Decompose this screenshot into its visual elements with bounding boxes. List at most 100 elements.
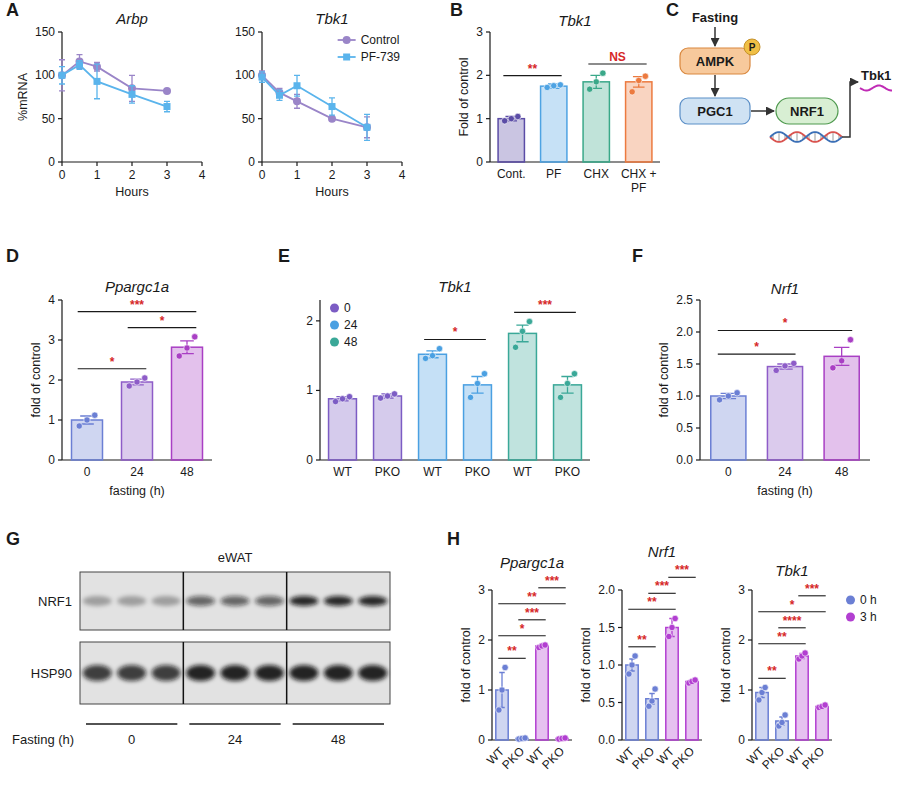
bar bbox=[666, 628, 678, 741]
band bbox=[152, 596, 181, 606]
sig-label: * bbox=[160, 314, 165, 328]
data-point bbox=[632, 653, 638, 659]
chart-title: Tbk1 bbox=[315, 10, 348, 27]
x-tick-label: 48 bbox=[835, 465, 849, 479]
dna-rung bbox=[797, 132, 798, 142]
data-point bbox=[782, 363, 788, 369]
error-bar bbox=[259, 72, 265, 82]
y-tick-label: 0 bbox=[738, 733, 745, 747]
y-tick-label: 1 bbox=[306, 383, 313, 397]
chart: 05010015001234HoursControlPF-739Tbk1 bbox=[235, 10, 406, 199]
marker bbox=[294, 82, 301, 89]
y-tick bbox=[696, 363, 700, 364]
y-tick-label: 1.5 bbox=[676, 357, 693, 371]
y-tick bbox=[316, 459, 320, 460]
y-tick-label: 0.0 bbox=[676, 453, 693, 467]
y-axis-line bbox=[751, 590, 752, 740]
y-axis-title: fold of control bbox=[719, 627, 733, 702]
data-point bbox=[92, 412, 98, 418]
y-axis-title: fold of control bbox=[29, 342, 43, 417]
blot: eWATNRF1HSP9002448Fasting (h) bbox=[12, 550, 390, 747]
y-tick-label: 0 bbox=[248, 155, 255, 169]
x-tick-label: PKO bbox=[669, 744, 697, 772]
band bbox=[324, 596, 353, 606]
data-point bbox=[339, 396, 345, 402]
group-line bbox=[189, 723, 280, 725]
y-tick bbox=[618, 702, 622, 703]
legend-label: 0 bbox=[344, 301, 351, 315]
badge-label: P bbox=[749, 42, 756, 53]
band bbox=[83, 596, 112, 606]
data-point bbox=[782, 712, 788, 718]
error-bar bbox=[94, 64, 100, 99]
data-point bbox=[519, 328, 525, 334]
lane-divider bbox=[286, 642, 288, 704]
y-tick bbox=[58, 379, 62, 380]
band bbox=[324, 665, 353, 681]
band bbox=[289, 665, 318, 681]
legend-marker bbox=[846, 596, 855, 605]
chart: 01234fold of control02448fasting (h)****… bbox=[29, 278, 212, 498]
y-tick bbox=[258, 31, 262, 32]
error-bar bbox=[561, 377, 573, 394]
y-tick-label: 50 bbox=[242, 112, 256, 126]
band bbox=[117, 665, 146, 681]
lane-divider bbox=[183, 642, 185, 704]
blot-row-label: HSP90 bbox=[31, 666, 72, 681]
node-box bbox=[680, 98, 750, 124]
error-bar bbox=[59, 67, 65, 84]
y-tick bbox=[316, 390, 320, 391]
data-point bbox=[142, 375, 148, 381]
data-point bbox=[384, 393, 390, 399]
plot-area bbox=[258, 71, 371, 140]
x-tick-label: PKO bbox=[555, 465, 580, 479]
figure: 050100150%mRNA01234HoursArbp050100150012… bbox=[0, 0, 900, 796]
sig-label: * bbox=[783, 316, 788, 330]
dna-strand bbox=[770, 132, 842, 142]
bar bbox=[329, 399, 357, 460]
data-point bbox=[391, 391, 397, 397]
bar bbox=[541, 86, 567, 162]
group-label: 48 bbox=[331, 732, 345, 747]
plot-area bbox=[58, 55, 171, 112]
error-bar bbox=[129, 86, 135, 103]
group-line bbox=[293, 723, 384, 725]
y-tick-label: 1.5 bbox=[598, 621, 615, 635]
data-point bbox=[652, 686, 658, 692]
y-tick-label: 1.0 bbox=[598, 658, 615, 672]
y-tick bbox=[258, 118, 262, 119]
x-tick-label: 4 bbox=[399, 168, 406, 182]
sig-label: ** bbox=[777, 630, 787, 644]
y-tick-label: 1 bbox=[48, 413, 55, 427]
data-point bbox=[666, 633, 672, 639]
data-point bbox=[436, 345, 442, 351]
plot-area bbox=[329, 318, 582, 460]
x-tick bbox=[61, 162, 62, 166]
bar bbox=[816, 707, 828, 741]
y-tick bbox=[748, 689, 752, 690]
series-line bbox=[262, 77, 367, 127]
x-tick bbox=[296, 162, 297, 166]
data-point bbox=[502, 664, 508, 670]
sig-label: *** bbox=[130, 298, 144, 312]
label-line: PF bbox=[631, 181, 646, 195]
error-bar bbox=[499, 673, 504, 708]
data-point bbox=[474, 380, 480, 386]
error-bar bbox=[277, 90, 283, 100]
y-tick-label: 0 bbox=[476, 155, 483, 169]
phospho-badge bbox=[744, 39, 760, 55]
bar bbox=[72, 420, 103, 460]
plot-area bbox=[498, 70, 652, 162]
marker bbox=[259, 74, 266, 81]
marker bbox=[164, 103, 171, 110]
marker bbox=[129, 91, 136, 98]
panel-letter: A bbox=[6, 0, 19, 20]
y-tick-label: 0 bbox=[478, 733, 485, 747]
y-tick bbox=[486, 31, 490, 32]
label-line: 24 bbox=[778, 465, 792, 479]
data-point bbox=[134, 379, 140, 385]
y-tick-label: 2 bbox=[48, 373, 55, 387]
band bbox=[255, 596, 284, 606]
sig-label: ** bbox=[527, 590, 537, 604]
data-point bbox=[762, 684, 768, 690]
